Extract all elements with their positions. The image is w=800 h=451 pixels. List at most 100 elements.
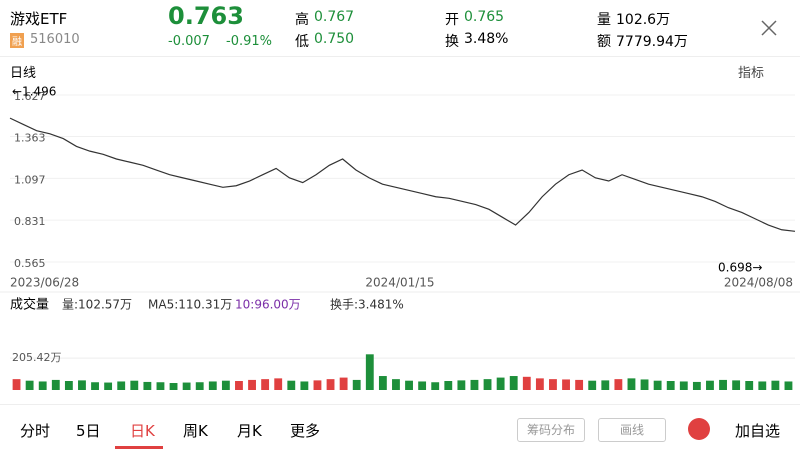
volume-bar (549, 379, 557, 390)
volume-bar (679, 381, 688, 390)
volume-stat: MA5:110.31万 (148, 298, 232, 312)
volume-bar (38, 381, 47, 390)
volume-bar (405, 380, 413, 390)
low-label: 低 (295, 34, 309, 50)
close-button[interactable] (760, 19, 778, 37)
draw-button[interactable]: 画线 (598, 418, 666, 442)
volume-bar (666, 381, 675, 390)
volume-bar (653, 380, 662, 390)
volume-bar (352, 379, 361, 390)
max-label: ←1.496 (12, 85, 56, 99)
price-line (9, 117, 796, 232)
volume-bar (235, 381, 243, 390)
volume-bar (640, 379, 649, 390)
volume-bar (706, 380, 714, 390)
volume-bar (588, 380, 597, 390)
volume-bar (758, 381, 767, 390)
record-button[interactable] (688, 418, 710, 440)
volume-title: 成交量 (10, 297, 49, 313)
volume-bar (771, 380, 780, 390)
volume-bar (313, 380, 322, 390)
volume-bar (627, 378, 636, 390)
charts: 1.6271.3631.0970.8310.565←1.4960.698→202… (0, 85, 800, 390)
tab[interactable]: 日K (130, 422, 155, 440)
volume-bar (784, 381, 793, 390)
volume-bar (575, 379, 584, 390)
volume-bar (12, 379, 21, 390)
y-tick-label: 1.627 (14, 90, 46, 103)
volume-bar (509, 376, 518, 390)
volume-bar (457, 380, 466, 390)
volume-bar (248, 379, 256, 390)
tab[interactable]: 周K (183, 422, 208, 440)
volume-bar (522, 376, 531, 390)
volume: 102.6万 (616, 12, 671, 28)
amount-label: 额 (597, 34, 611, 50)
volume-stat: 换手:3.481% (330, 298, 404, 312)
volume-bar (64, 381, 73, 390)
volume-bar (562, 379, 570, 390)
volume-bar (418, 381, 427, 390)
volume-bar (339, 377, 348, 390)
volume-stat: 10:96.00万 (235, 298, 301, 312)
volume-bar (117, 381, 126, 390)
volume-bar (274, 378, 283, 390)
add-watchlist[interactable]: 加自选 (735, 422, 781, 440)
volume-bar (91, 382, 99, 390)
amount: 7779.94万 (616, 34, 688, 50)
volume-bar (614, 379, 623, 390)
chip-button[interactable]: 筹码分布 (517, 418, 585, 442)
volume-bar (208, 381, 217, 390)
volume-bar (104, 382, 113, 390)
code: 516010 (30, 32, 80, 47)
volume-bar (78, 380, 86, 390)
volume-bar (221, 380, 230, 390)
volume-label: 量 (597, 12, 611, 28)
badge: 融 (10, 33, 24, 48)
low: 0.750 (314, 31, 355, 47)
y-tick-label: 205.42万 (12, 351, 62, 364)
volume-bar (261, 379, 270, 390)
open-label: 开 (445, 12, 459, 28)
volume-bar (365, 354, 374, 390)
volume-bar (378, 376, 387, 390)
tab-bar (0, 404, 800, 451)
x-tick-label: 2024/01/15 (365, 276, 434, 290)
tab-underline (115, 446, 163, 449)
volume-bar (732, 380, 741, 390)
turnover-label: 换 (445, 34, 459, 50)
volume-bar (444, 381, 453, 390)
volume-bar (195, 382, 204, 390)
high: 0.767 (314, 9, 355, 25)
volume-bar (692, 381, 701, 390)
indicator-button[interactable]: 指标 (738, 66, 765, 81)
x-tick-label: 2023/06/28 (10, 276, 79, 290)
volume-bar (719, 379, 727, 390)
change-pct: -0.91% (226, 34, 272, 49)
volume-bar (601, 380, 610, 390)
volume-bar (25, 380, 34, 390)
high-label: 高 (295, 12, 309, 28)
chart-title: 日线 (10, 66, 37, 81)
y-tick-label: 0.565 (14, 257, 46, 270)
y-tick-label: 0.831 (14, 215, 46, 228)
volume-stat: 量:102.57万 (62, 298, 132, 312)
volume-bar (326, 379, 335, 390)
volume-bar (130, 380, 139, 390)
y-tick-label: 1.097 (14, 173, 46, 186)
volume-bar (496, 377, 505, 390)
tab[interactable]: 更多 (290, 422, 321, 440)
volume-bar (169, 383, 178, 390)
tab[interactable]: 5日 (76, 422, 101, 440)
volume-bar (143, 381, 152, 390)
volume-bar (51, 379, 60, 390)
volume-bar (300, 381, 309, 390)
open: 0.765 (464, 9, 505, 25)
volume-bar (156, 382, 165, 390)
fund-name: 游戏ETF (10, 10, 68, 28)
tab[interactable]: 月K (237, 422, 262, 440)
tab[interactable]: 分时 (20, 422, 51, 440)
volume-bar (535, 378, 544, 390)
x-tick-label: 2024/08/08 (724, 276, 793, 290)
volume-bar (431, 382, 440, 390)
